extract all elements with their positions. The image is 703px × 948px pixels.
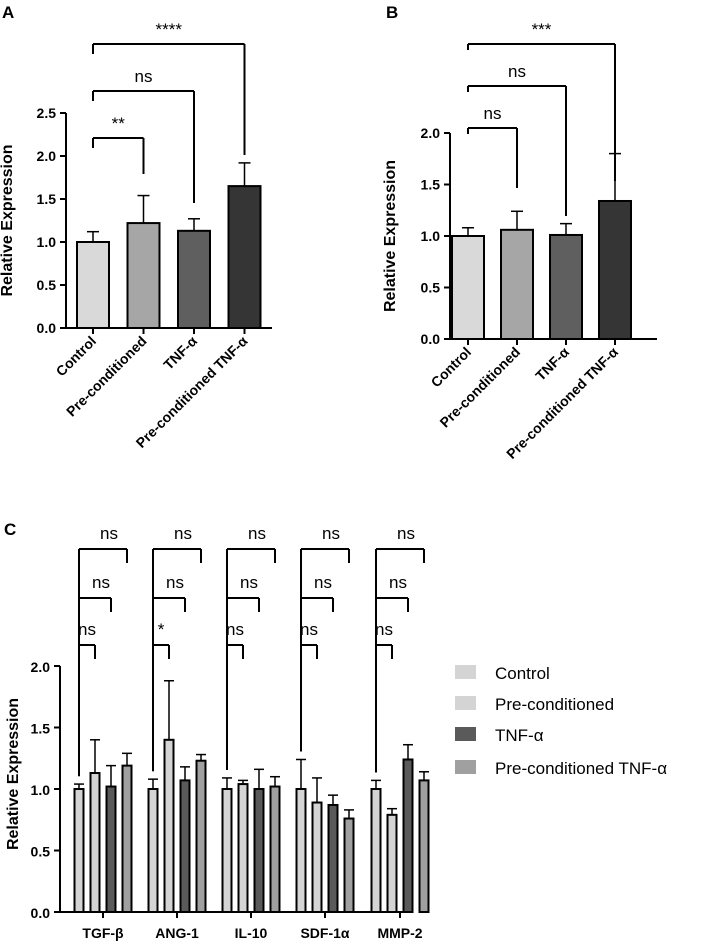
legend-label: Pre-conditioned TNF-α bbox=[495, 759, 667, 778]
significance-label: ns bbox=[135, 67, 153, 86]
significance-label: ns bbox=[240, 573, 258, 592]
bar bbox=[370, 788, 382, 913]
significance-label: ns bbox=[166, 573, 184, 592]
bar bbox=[76, 241, 110, 329]
chart-c: 0.0 0.5 1.0 1.5 2.0 Relative Expression TGF-β n… bbox=[5, 524, 667, 941]
legend-label: Pre-conditioned bbox=[495, 695, 614, 714]
y-axis-title: Relative Expression bbox=[382, 160, 399, 312]
bar bbox=[402, 758, 414, 913]
y-tick-label: 2.0 bbox=[421, 125, 441, 141]
bar bbox=[327, 803, 339, 913]
panel-a-label: A bbox=[2, 3, 14, 22]
panel-c-label: C bbox=[4, 520, 16, 539]
bar bbox=[227, 185, 262, 329]
bar bbox=[269, 785, 281, 913]
x-tick-label: IL-10 bbox=[235, 925, 268, 941]
y-tick-label: 1.5 bbox=[421, 177, 441, 193]
bar bbox=[126, 222, 161, 329]
bar bbox=[295, 788, 307, 913]
significance-label: ns bbox=[322, 524, 340, 543]
bar bbox=[163, 738, 175, 913]
significance-label: ns bbox=[389, 573, 407, 592]
x-tick-label: Control bbox=[53, 333, 100, 380]
bar bbox=[549, 233, 583, 340]
y-tick-label: 0.0 bbox=[37, 320, 57, 336]
bar bbox=[418, 779, 430, 914]
x-tick-label: MMP-2 bbox=[377, 925, 422, 941]
x-tick-label: TNF-α bbox=[160, 333, 200, 373]
bar bbox=[311, 801, 323, 914]
legend-swatch bbox=[455, 665, 476, 679]
chart-b: 0.0 0.5 1.0 1.5 2.0 Relative Expression Contro… bbox=[382, 20, 657, 462]
y-tick-label: 1.5 bbox=[31, 721, 51, 737]
bar bbox=[386, 813, 398, 914]
significance-label: ns bbox=[508, 62, 526, 81]
x-tick-label: ANG-1 bbox=[155, 925, 199, 941]
significance-label: ns bbox=[226, 620, 244, 639]
significance-label: *** bbox=[532, 20, 552, 39]
y-tick-label: 0.5 bbox=[37, 277, 57, 293]
chart-a: 0.0 0.5 1.0 1.5 2.0 2.5 Relative Expression Con… bbox=[0, 20, 272, 451]
bar bbox=[500, 228, 534, 341]
significance-label: ns bbox=[78, 620, 96, 639]
bar bbox=[253, 788, 265, 913]
legend-label: Control bbox=[495, 664, 550, 683]
significance-label: ns bbox=[375, 620, 393, 639]
bar bbox=[89, 772, 101, 914]
legend-swatch bbox=[455, 760, 476, 774]
x-tick-label: TGF-β bbox=[82, 925, 124, 941]
significance-label: ns bbox=[484, 104, 502, 123]
bar bbox=[221, 788, 233, 913]
y-tick-label: 0.0 bbox=[31, 905, 51, 921]
bar bbox=[73, 788, 85, 913]
y-tick-label: 0.5 bbox=[31, 844, 51, 860]
y-tick-label: 0.0 bbox=[421, 331, 441, 347]
bar bbox=[121, 764, 133, 913]
bar bbox=[179, 779, 191, 914]
legend-swatch bbox=[455, 727, 476, 741]
significance-label: ns bbox=[397, 524, 415, 543]
bar bbox=[105, 785, 117, 913]
significance-label: ns bbox=[314, 573, 332, 592]
significance-label: ns bbox=[248, 524, 266, 543]
y-tick-label: 2.0 bbox=[31, 659, 51, 675]
y-tick-label: 1.0 bbox=[31, 782, 51, 798]
significance-label: **** bbox=[156, 20, 183, 39]
y-axis-title: Relative Expression bbox=[0, 144, 16, 296]
bar bbox=[343, 817, 355, 914]
y-tick-label: 1.5 bbox=[37, 191, 57, 207]
x-tick-label: SDF-1α bbox=[300, 925, 349, 941]
significance-label: ** bbox=[112, 114, 126, 133]
y-tick-label: 0.5 bbox=[421, 280, 441, 296]
significance-label: ns bbox=[174, 524, 192, 543]
significance-label: ns bbox=[300, 620, 318, 639]
bar bbox=[195, 759, 207, 914]
y-tick-label: 1.0 bbox=[421, 228, 441, 244]
bar bbox=[451, 235, 485, 340]
bar bbox=[598, 199, 632, 340]
bar bbox=[177, 229, 211, 330]
x-tick-label: TNF-α bbox=[532, 344, 572, 384]
legend-swatch bbox=[455, 696, 476, 710]
y-axis-title: Relative Expression bbox=[5, 698, 22, 850]
legend-label: TNF-α bbox=[495, 726, 544, 745]
y-tick-label: 2.0 bbox=[37, 148, 57, 164]
significance-label: * bbox=[158, 620, 165, 639]
bar bbox=[237, 783, 249, 914]
y-tick-label: 2.5 bbox=[37, 105, 57, 121]
y-tick-label: 1.0 bbox=[37, 234, 57, 250]
x-tick-label: Control bbox=[428, 344, 475, 391]
significance-label: ns bbox=[92, 573, 110, 592]
bar bbox=[147, 788, 159, 913]
significance-label: ns bbox=[100, 524, 118, 543]
panel-b-label: B bbox=[386, 3, 398, 22]
